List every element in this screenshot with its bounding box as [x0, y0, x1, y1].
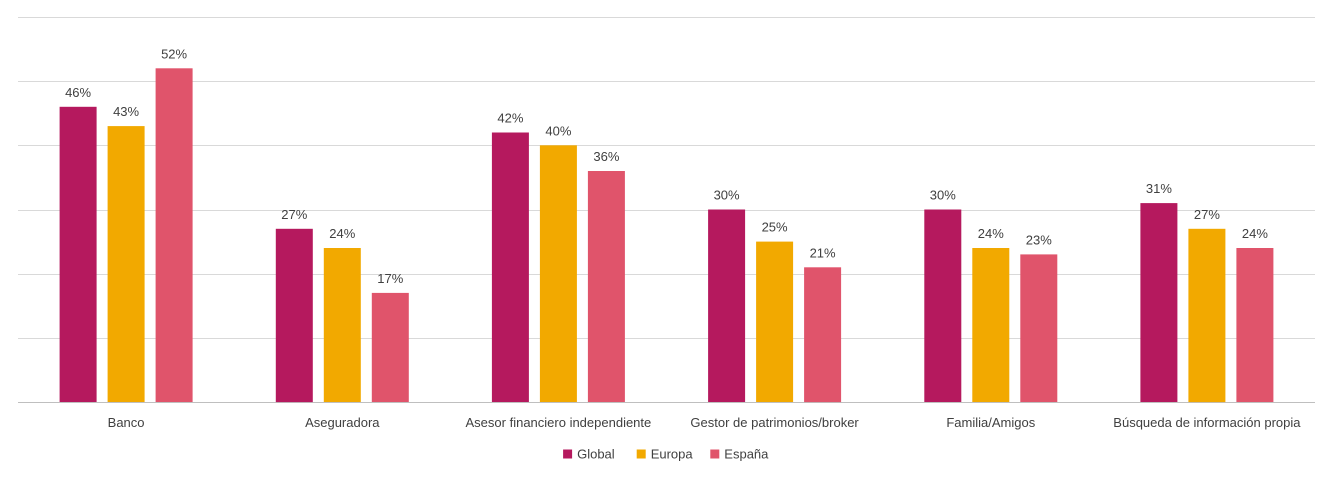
bar-europa-2 — [323, 248, 361, 402]
category-label: Búsqueda de información propia — [1113, 415, 1301, 430]
data-label: 27% — [281, 207, 307, 222]
data-label: 25% — [762, 220, 788, 235]
bar-espana-4 — [804, 267, 842, 403]
bar-europa-5 — [972, 248, 1010, 402]
legend: Global Europa España — [563, 447, 769, 462]
legend-swatch — [636, 449, 646, 459]
bar-europa-1 — [107, 126, 145, 402]
data-label: 30% — [930, 188, 956, 203]
bar-global-6 — [1140, 203, 1178, 402]
category-label: Banco — [108, 415, 145, 430]
data-label: 46% — [65, 85, 91, 100]
category-label: Gestor de patrimonios/broker — [690, 415, 859, 430]
data-labels: 46% 43% 52% 27% 24% 17% 42% 40% 36% 30% 25% 21% 30% 2… — [65, 46, 1268, 286]
data-label: 17% — [377, 271, 403, 286]
data-label: 42% — [497, 111, 523, 126]
legend-item: Europa — [636, 447, 694, 462]
legend-item: Global — [563, 447, 615, 462]
data-label: 52% — [161, 46, 187, 61]
bar-global-1 — [59, 106, 97, 403]
data-label: 24% — [329, 226, 355, 241]
bar-europa-6 — [1188, 228, 1226, 403]
bar-espana-2 — [371, 292, 409, 402]
bar-espana-1 — [155, 68, 193, 403]
bar-espana-6 — [1236, 248, 1274, 402]
data-label: 23% — [1026, 232, 1052, 247]
bar-europa-4 — [756, 241, 794, 402]
data-label: 40% — [545, 123, 571, 138]
bar-espana-5 — [1020, 254, 1058, 402]
bar-global-5 — [924, 209, 962, 402]
legend-swatch — [563, 449, 573, 459]
legend-label: Europa — [651, 447, 694, 462]
data-label: 36% — [593, 149, 619, 164]
category-labels: Banco Aseguradora Asesor financiero indepe… — [108, 415, 1302, 430]
legend-label: España — [724, 447, 769, 462]
data-label: 31% — [1146, 181, 1172, 196]
bar-global-4 — [708, 209, 746, 402]
legend-swatch — [710, 449, 720, 459]
data-label: 21% — [810, 245, 836, 260]
category-label: Aseguradora — [305, 415, 380, 430]
bar-europa-3 — [539, 145, 577, 403]
bar-espana-3 — [587, 171, 625, 402]
grid-lines — [18, 17, 1315, 403]
legend-item: España — [710, 447, 769, 462]
bar-global-2 — [275, 228, 313, 403]
data-label: 24% — [978, 226, 1004, 241]
legend-label: Global — [577, 447, 615, 462]
bar-global-3 — [491, 132, 529, 402]
bars — [59, 68, 1274, 403]
data-label: 30% — [714, 188, 740, 203]
data-label: 24% — [1242, 226, 1268, 241]
data-label: 27% — [1194, 207, 1220, 222]
category-label: Familia/Amigos — [946, 415, 1035, 430]
category-label: Asesor financiero independiente — [466, 415, 652, 430]
data-label: 43% — [113, 104, 139, 119]
